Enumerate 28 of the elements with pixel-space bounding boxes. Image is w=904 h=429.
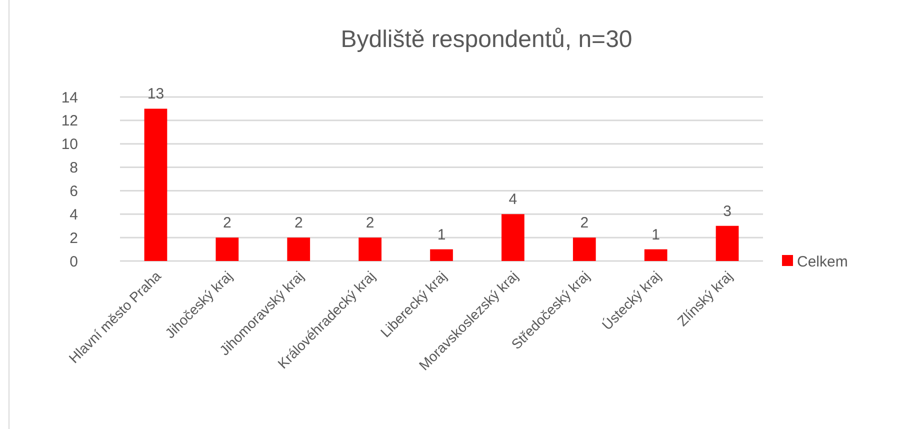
data-label: 2: [294, 214, 303, 232]
y-tick-label: 6: [70, 182, 78, 200]
data-label: 2: [366, 214, 374, 232]
legend-label: Celkem: [797, 253, 848, 270]
bar: [716, 226, 739, 261]
y-tick-label: 12: [61, 112, 78, 130]
data-label: 13: [147, 86, 164, 103]
y-tick-label: 14: [61, 89, 78, 106]
data-label: 1: [437, 226, 446, 244]
y-tick-label: 10: [61, 136, 78, 154]
y-tick-label: 0: [70, 253, 78, 270]
y-tick-label: 2: [70, 230, 78, 247]
data-label: 2: [222, 214, 232, 232]
bar: [572, 238, 596, 261]
bar: [502, 214, 524, 261]
chart-title: Bydliště respondentů, n=30: [340, 26, 632, 53]
bar: [287, 238, 310, 261]
bar: [144, 108, 168, 261]
bar: [358, 238, 382, 261]
bar: [216, 238, 239, 261]
bar: [430, 249, 453, 261]
bar: [644, 249, 668, 261]
y-tick-label: 4: [70, 206, 78, 224]
data-label: 1: [652, 226, 660, 244]
y-tick-label: 8: [70, 160, 78, 177]
data-label: 2: [580, 214, 589, 232]
data-label: 3: [723, 202, 732, 220]
data-label: 4: [508, 191, 518, 208]
